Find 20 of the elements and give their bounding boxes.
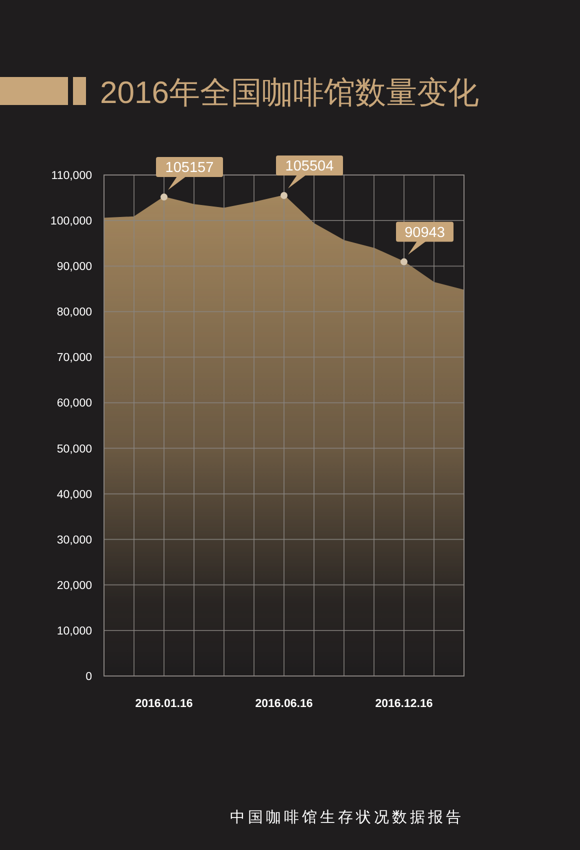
- y-tick-label: 100,000: [50, 216, 92, 228]
- y-tick-label: 70,000: [56, 352, 92, 364]
- text: 中国咖啡馆生存状况数据报告: [230, 809, 464, 826]
- y-tick-label: 0: [86, 671, 92, 683]
- x-tick-label: 2016.06.16: [255, 698, 313, 710]
- y-tick-label: 10,000: [56, 625, 92, 638]
- data-label: 105157: [165, 160, 214, 176]
- y-tick-label: 110,000: [51, 170, 92, 182]
- y-tick-label: 80,000: [56, 306, 92, 319]
- x-tick-label: 2016.12.16: [375, 698, 433, 710]
- y-tick-label: 40,000: [56, 488, 92, 501]
- y-tick-label: 20,000: [56, 580, 92, 592]
- x-tick-label: 2016.01.16: [135, 698, 193, 710]
- y-tick-label: 60,000: [56, 398, 92, 410]
- y-tick-label: 30,000: [56, 534, 92, 546]
- y-tick-label: 50,000: [56, 443, 92, 456]
- y-tick-label: 90,000: [56, 261, 92, 274]
- data-label: 105504: [285, 158, 334, 174]
- data-label: 90943: [404, 224, 445, 241]
- chart-title: 2016年全国咖啡馆数量变化: [100, 75, 479, 110]
